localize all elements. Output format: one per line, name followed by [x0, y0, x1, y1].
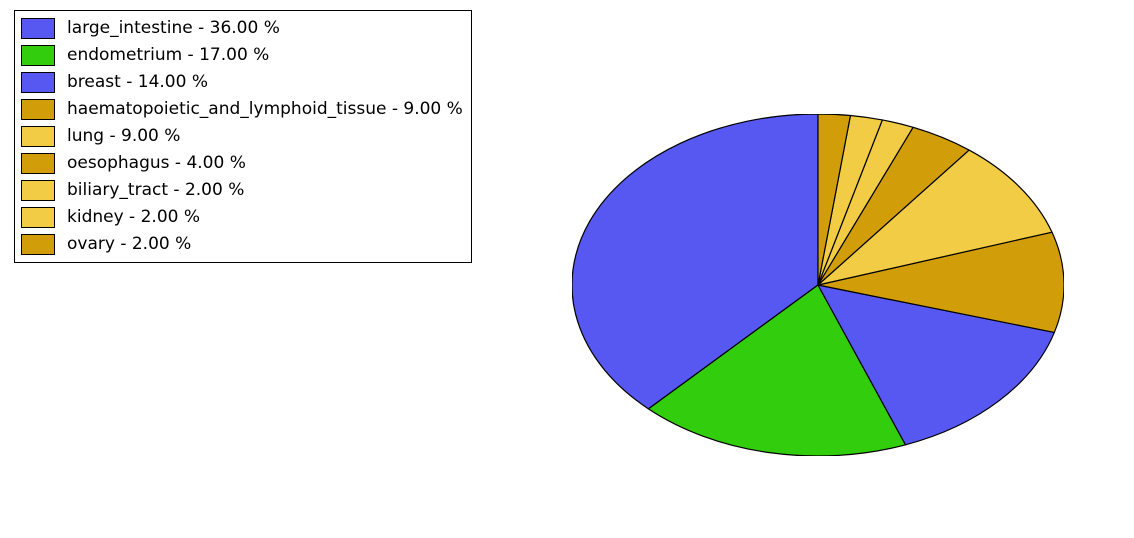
legend-swatch	[21, 180, 55, 201]
legend-row: large_intestine - 36.00 %	[21, 15, 463, 42]
legend-row: endometrium - 17.00 %	[21, 42, 463, 69]
legend-label: oesophagus - 4.00 %	[67, 150, 246, 177]
legend-label: endometrium - 17.00 %	[67, 42, 269, 69]
legend-label: lung - 9.00 %	[67, 123, 180, 150]
legend-swatch	[21, 45, 55, 66]
legend-row: lung - 9.00 %	[21, 123, 463, 150]
legend-label: ovary - 2.00 %	[67, 231, 191, 258]
legend-row: haematopoietic_and_lymphoid_tissue - 9.0…	[21, 96, 463, 123]
legend-label: haematopoietic_and_lymphoid_tissue - 9.0…	[67, 96, 463, 123]
legend-row: ovary - 2.00 %	[21, 231, 463, 258]
legend-row: breast - 14.00 %	[21, 69, 463, 96]
legend-row: oesophagus - 4.00 %	[21, 150, 463, 177]
legend-label: kidney - 2.00 %	[67, 204, 200, 231]
pie-chart	[572, 114, 1064, 456]
legend-swatch	[21, 99, 55, 120]
legend-swatch	[21, 234, 55, 255]
legend-swatch	[21, 207, 55, 228]
legend-row: kidney - 2.00 %	[21, 204, 463, 231]
legend-swatch	[21, 72, 55, 93]
legend-row: biliary_tract - 2.00 %	[21, 177, 463, 204]
legend-swatch	[21, 126, 55, 147]
legend-label: biliary_tract - 2.00 %	[67, 177, 244, 204]
legend-swatch	[21, 18, 55, 39]
legend-swatch	[21, 153, 55, 174]
legend-label: breast - 14.00 %	[67, 69, 208, 96]
legend: large_intestine - 36.00 %endometrium - 1…	[14, 10, 472, 263]
legend-label: large_intestine - 36.00 %	[67, 15, 280, 42]
